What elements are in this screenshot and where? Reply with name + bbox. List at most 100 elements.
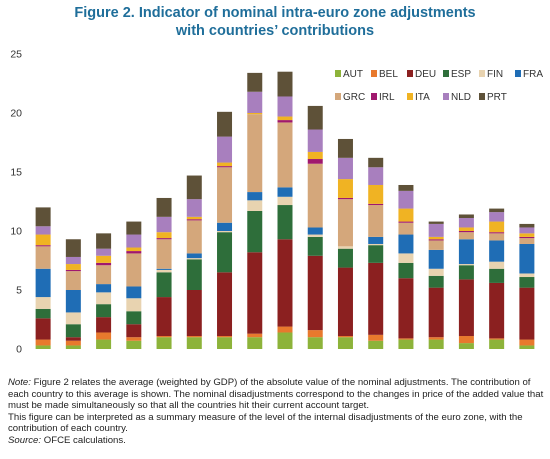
bar-segment-deu [458,279,474,337]
bar-segment-ita [35,234,51,246]
bar-segment-bel [489,338,505,340]
bar-segment-fin [186,258,202,260]
bar-segment-bel [398,338,414,340]
bar-segment-fra [519,243,535,274]
bar-segment-esp [277,205,293,240]
bar-segment-ita [156,232,172,239]
bar-segment-fin [337,246,353,249]
x-tick-label: 2003 [122,353,146,354]
legend-swatch-deu [407,70,413,77]
bar-segment-fin [277,196,293,206]
bar-segment-esp [337,248,353,268]
x-tick-label: 2004 [152,353,176,354]
bar-segment-fra [277,187,293,197]
y-tick-label: 0 [16,344,22,355]
note-paragraph: Note: Figure 2 relates the average (weig… [8,377,548,412]
note-paragraph-2: This figure can be interpreted as a summ… [8,411,523,435]
bar-segment-aut [277,332,293,349]
bar-segment-deu [217,272,233,337]
bar-segment-fra [458,239,474,265]
y-tick-label: 5 [16,285,22,297]
bar-segment-esp [156,272,172,298]
bar-segment-aut [35,345,51,349]
bar-segment-fin [126,298,142,312]
legend-swatch-esp [443,70,449,77]
bar-segment-deu [307,255,323,331]
bar-segment-prt [186,175,202,200]
bar-segment-bel [277,326,293,333]
bar-segment-esp [398,262,414,279]
x-tick-label: 2002 [92,353,116,354]
bar-segment-bel [458,336,474,344]
bar-segment-irl [519,236,535,239]
bar-segment-aut [368,340,384,349]
bar-segment-grc [247,114,263,193]
bar-segment-grc [458,232,474,240]
bar-segment-esp [458,265,474,280]
bar-segment-bel [428,337,444,340]
bar-segment-fra [307,227,323,235]
bar-segment-prt [247,72,263,92]
bar-segment-bel [156,336,172,338]
bar-segment-nld [458,218,474,228]
bar-segment-fra [489,240,505,262]
bar-segment-fin [458,264,474,266]
legend-swatch-bel [371,70,377,77]
bar-segment-esp [247,210,263,253]
bar-segment-irl [307,159,323,164]
bar-segment-ita [96,255,112,263]
bar-segment-fra [247,192,263,201]
bar-segment-irl [489,232,505,234]
bar-segment-irl [368,203,384,206]
bar-segment-grc [35,246,51,269]
bar-segment-esp [96,304,112,318]
bar-segment-aut [247,337,263,349]
bar-segment-ita [277,116,293,121]
bar-segment-esp [489,268,505,283]
bar-segment-deu [519,287,535,340]
bar-segment-nld [96,248,112,256]
bar-segment-bel [247,333,263,338]
bar-segment-deu [247,252,263,334]
x-tick-label: 2013 [425,353,449,354]
bar-segment-irl [156,238,172,240]
bar-segment-irl [126,251,142,254]
bar-segment-esp [519,277,535,288]
x-tick-label: 2009 [304,353,328,354]
bar-segment-irl [217,166,233,168]
bar-segment-ita [337,179,353,198]
bar-segment-prt [96,233,112,249]
y-tick-label: 25 [10,49,22,61]
bar-segment-grc [368,205,384,237]
legend-label-fra: FRA [523,69,543,80]
bar-segment-nld [368,167,384,185]
bar-segment-fra [217,222,233,231]
bar-segment-ita [247,113,263,115]
bar-segment-bel [186,336,202,338]
bar-segment-deu [186,290,202,337]
bar-segment-fra [35,268,51,298]
bar-segment-deu [156,297,172,337]
bar-segment-ita [65,264,81,270]
bar-segment-nld [489,212,505,222]
bar-segment-grc [156,239,172,269]
bar-segment-grc [217,167,233,223]
bar-segment-irl [428,239,444,241]
bar-segment-ita [126,247,142,252]
legend-label-aut: AUT [343,69,363,80]
bar-segment-aut [398,339,414,349]
bar-segment-deu [35,318,51,340]
x-tick-label: 2014 [455,353,479,354]
bar-segment-prt [277,71,293,97]
bar-segment-fra [126,286,142,299]
bar-segment-fra [156,268,172,270]
legend-swatch-aut [335,70,341,77]
legend-label-ita: ITA [415,92,430,103]
bar-segment-deu [398,278,414,339]
bar-segment-prt [368,157,384,168]
bar-segment-aut [428,339,444,349]
bar-segment-nld [398,190,414,209]
bar-segment-deu [126,324,142,338]
x-axis: 2000 2001 2002 2003 2004 2005 2006 2007 2008 2009… [31,353,538,354]
